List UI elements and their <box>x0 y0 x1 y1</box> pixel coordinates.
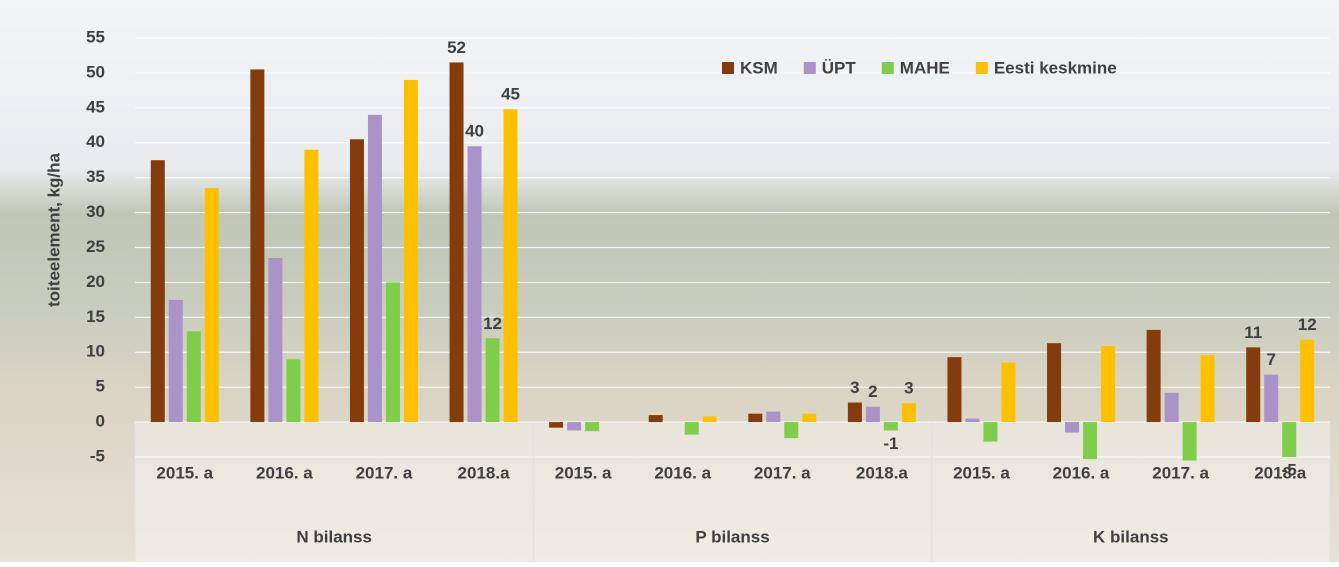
bar <box>1300 340 1314 422</box>
x-tick-label: 2018.a <box>856 463 909 482</box>
y-tick-label: 45 <box>86 97 105 116</box>
legend-swatch <box>976 62 988 74</box>
bar <box>549 422 563 428</box>
data-label: -1 <box>883 434 898 453</box>
bar <box>866 407 880 422</box>
x-tick-label: 2016. a <box>1053 463 1110 482</box>
bar <box>567 422 581 430</box>
legend-swatch <box>722 62 734 74</box>
group-label: K bilanss <box>1093 527 1169 546</box>
data-label: 2 <box>868 382 877 401</box>
bar <box>304 150 318 422</box>
legend-swatch <box>882 62 894 74</box>
x-tick-label: 2015. a <box>156 463 213 482</box>
bar <box>1001 363 1015 422</box>
data-label: 3 <box>904 379 913 398</box>
chart: toiteelement, kg/ha -5 0 5 10 15 20 25 30 35 40 45… <box>0 0 1339 562</box>
legend-label: Eesti keskmine <box>994 58 1117 77</box>
bar <box>1147 330 1161 422</box>
data-label: 40 <box>465 122 484 141</box>
y-axis-title: toiteelement, kg/ha <box>44 152 63 307</box>
bar <box>187 331 201 422</box>
data-label: 45 <box>501 85 520 104</box>
bar <box>404 80 418 422</box>
bar <box>1264 375 1278 422</box>
bar <box>848 403 862 423</box>
data-label: 12 <box>1298 315 1317 334</box>
data-label: 12 <box>483 314 502 333</box>
y-tick-label: 5 <box>96 377 105 396</box>
y-tick-label: 30 <box>86 202 105 221</box>
y-tick-label: 40 <box>86 132 105 151</box>
legend-label: MAHE <box>900 58 950 77</box>
y-tick-label: 10 <box>86 342 105 361</box>
bar <box>947 357 961 422</box>
bar <box>685 422 699 435</box>
legend-label: ÜPT <box>822 58 857 77</box>
bar <box>1282 422 1296 457</box>
data-label: 52 <box>447 38 466 57</box>
bar <box>902 403 916 422</box>
bar <box>1101 346 1115 422</box>
data-label: -5 <box>1282 460 1297 479</box>
y-tick-label: 50 <box>86 62 105 81</box>
bar <box>1065 422 1079 432</box>
bar <box>649 415 663 422</box>
bar <box>1246 347 1260 422</box>
bar <box>169 300 183 422</box>
group-label: N bilanss <box>296 527 372 546</box>
bar <box>368 115 382 422</box>
bar <box>205 188 219 422</box>
data-label: 11 <box>1244 323 1262 342</box>
x-tick-label: 2017. a <box>1152 463 1209 482</box>
x-tick-label: 2015. a <box>953 463 1010 482</box>
bar <box>450 62 464 422</box>
bar <box>965 419 979 422</box>
legend-swatch <box>804 62 816 74</box>
bar <box>1047 343 1061 422</box>
bar <box>386 282 400 422</box>
group-label: P bilanss <box>695 527 769 546</box>
x-tick-label: 2015. a <box>555 463 612 482</box>
bar <box>1201 355 1215 422</box>
x-tick-label: 2016. a <box>654 463 711 482</box>
bar <box>802 414 816 422</box>
legend-label: KSM <box>740 58 778 77</box>
data-label: 7 <box>1266 350 1275 369</box>
x-tick-label: 2018.a <box>458 463 511 482</box>
bar <box>1183 422 1197 460</box>
page: toiteelement, kg/ha -5 0 5 10 15 20 25 30 35 40 45… <box>0 0 1339 567</box>
bar <box>1083 422 1097 459</box>
x-tick-label: 2017. a <box>356 463 413 482</box>
y-tick-label: 20 <box>86 272 105 291</box>
bar <box>585 422 599 431</box>
x-tick-label: 2018.a <box>1254 463 1307 482</box>
y-tick-label: 55 <box>86 27 105 46</box>
y-tick-label: 35 <box>86 167 105 186</box>
bar <box>468 146 482 422</box>
y-tick-label: 0 <box>96 412 105 431</box>
bar <box>268 258 282 422</box>
bar <box>983 422 997 442</box>
y-tick-label: -5 <box>90 446 105 465</box>
bar <box>703 416 717 422</box>
data-label: 3 <box>850 378 859 397</box>
bar <box>350 139 364 422</box>
bar <box>151 160 165 422</box>
x-tick-label: 2017. a <box>754 463 811 482</box>
bar <box>286 359 300 422</box>
y-tick-label: 15 <box>86 307 105 326</box>
bar <box>486 338 500 422</box>
bar <box>250 69 264 422</box>
bar <box>504 109 518 422</box>
y-tick-label: 25 <box>86 237 105 256</box>
bar <box>884 422 898 430</box>
bar <box>1165 393 1179 422</box>
bar <box>784 422 798 438</box>
x-tick-label: 2016. a <box>256 463 313 482</box>
bar <box>766 412 780 422</box>
bar <box>748 414 762 422</box>
